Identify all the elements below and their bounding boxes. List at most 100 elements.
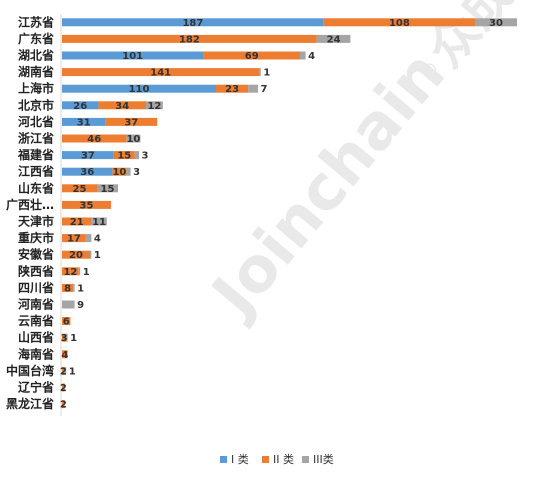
data-label: 69 — [245, 51, 259, 62]
category-label: 福建省 — [17, 147, 54, 162]
data-label: 187 — [182, 18, 203, 29]
category-label: 浙江省 — [18, 131, 54, 146]
category-label: 重庆市 — [18, 230, 54, 245]
category-label: 山西省 — [18, 330, 54, 345]
data-label: 2 — [60, 400, 67, 411]
bar-segment — [259, 68, 261, 77]
data-label: 46 — [87, 134, 101, 145]
category-label: 湖北省 — [18, 48, 54, 63]
watermark: Joinchain ® 众成数科 — [195, 0, 555, 332]
data-label: 8 — [64, 283, 71, 294]
bar-segment — [62, 267, 79, 276]
data-label: 110 — [129, 84, 150, 95]
bar-segment — [248, 84, 258, 93]
data-label: 108 — [389, 18, 410, 29]
data-label: 10 — [112, 167, 126, 178]
data-label: 3 — [142, 151, 149, 162]
bar-segment — [62, 383, 65, 392]
category-label: 辽宁省 — [18, 380, 54, 395]
data-label: 2 — [60, 366, 67, 377]
category-label: 安徽省 — [18, 247, 54, 262]
legend-label: II 类 — [273, 452, 294, 466]
category-label: 北京市 — [18, 97, 54, 112]
bar-segment — [62, 68, 260, 77]
bar-segment — [62, 34, 317, 43]
category-label: 山东省 — [18, 180, 54, 195]
data-label: 1 — [77, 283, 84, 294]
bar-segment — [62, 250, 90, 259]
category-label: 江苏省 — [18, 14, 54, 29]
bar-segment — [105, 117, 158, 126]
bar-segment — [62, 101, 99, 110]
data-label: 23 — [225, 84, 239, 95]
bar-segment — [126, 167, 131, 176]
data-label: 2 — [60, 383, 67, 394]
bar-segment — [134, 151, 139, 160]
data-label: 3 — [133, 167, 140, 178]
data-label: 31 — [77, 117, 91, 128]
data-label: 37 — [81, 151, 95, 162]
data-label: 1 — [83, 267, 90, 278]
data-label: 35 — [80, 200, 94, 211]
category-label: 中国台湾 — [6, 363, 54, 378]
bar-segment — [90, 250, 92, 259]
bar-segment — [62, 167, 113, 176]
category-label: 河北省 — [17, 114, 54, 129]
category-label: 广西壮… — [6, 197, 54, 212]
data-label: 15 — [117, 151, 131, 162]
bar-segment — [97, 184, 118, 193]
data-label: 182 — [179, 34, 200, 45]
category-label: 黑龙江省 — [6, 396, 54, 411]
category-label: 上海市 — [18, 81, 54, 96]
data-label: 37 — [124, 117, 138, 128]
bar-segment — [62, 366, 65, 375]
bar-segment — [62, 283, 74, 292]
data-label: 20 — [69, 250, 83, 261]
bar-segment — [62, 134, 127, 143]
data-label: 30 — [489, 18, 503, 29]
bar-segment — [66, 333, 68, 342]
data-label: 4 — [94, 234, 101, 245]
data-label: 26 — [73, 101, 87, 112]
data-label: 12 — [147, 101, 161, 112]
bar-segment — [62, 317, 71, 326]
bar-segment — [62, 151, 114, 160]
bar-segment — [78, 267, 81, 276]
bar-segment — [85, 234, 92, 243]
bar-segment — [62, 184, 97, 193]
bar-segment — [126, 134, 141, 143]
bar-segment — [62, 84, 216, 93]
legend-label: I 类 — [231, 452, 249, 466]
bar-segment — [62, 200, 111, 209]
data-label: 1 — [69, 366, 76, 377]
category-label: 江西省 — [18, 164, 54, 179]
bar-segment — [300, 51, 306, 60]
data-label: 15 — [101, 184, 115, 195]
data-label: 3 — [61, 333, 68, 344]
bar-segment — [91, 217, 107, 226]
bar-segment — [62, 217, 92, 226]
data-label: 36 — [80, 167, 94, 178]
data-label: 4 — [308, 51, 315, 62]
data-label: 1 — [70, 333, 77, 344]
watermark-text: Joinchain — [195, 37, 459, 331]
data-label: 6 — [63, 317, 70, 328]
bar-segment — [216, 84, 249, 93]
bar-segment — [475, 18, 517, 27]
bar-segment — [98, 101, 146, 110]
data-label: 101 — [122, 51, 143, 62]
bar-segment — [64, 366, 67, 375]
legend-swatch — [262, 456, 269, 463]
data-label: 141 — [150, 68, 171, 79]
data-label: 4 — [61, 350, 68, 361]
bar-segment — [62, 300, 75, 309]
category-label: 天津市 — [18, 214, 54, 229]
data-label: 9 — [77, 300, 84, 311]
data-label: 21 — [70, 217, 84, 228]
bar-segment — [62, 117, 106, 126]
bars — [62, 18, 517, 409]
data-label: 7 — [261, 84, 268, 95]
legend-swatch — [302, 456, 309, 463]
data-label: 17 — [67, 234, 81, 245]
